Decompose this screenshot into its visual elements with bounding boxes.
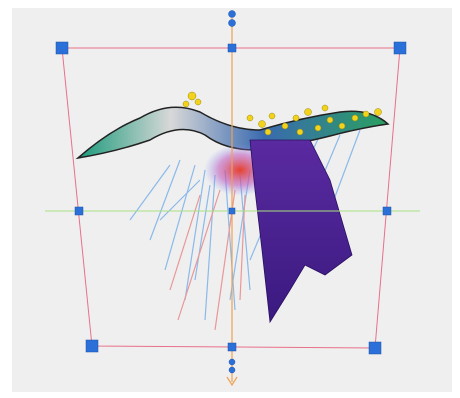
axis-handle[interactable] [228, 19, 236, 27]
edge-handle[interactable] [227, 43, 237, 53]
points [182, 91, 382, 136]
surface [75, 106, 390, 160]
edge-handle[interactable] [74, 206, 84, 216]
edge-handle[interactable] [382, 206, 392, 216]
axis-arrow [226, 376, 238, 387]
ribbon [249, 139, 353, 324]
corner-handle[interactable] [55, 41, 69, 55]
axis-handle[interactable] [228, 10, 236, 18]
axis-handle[interactable] [228, 358, 236, 366]
corner-handle[interactable] [85, 339, 99, 353]
corner-handle[interactable] [393, 41, 407, 55]
center-handle[interactable] [228, 207, 236, 215]
axis-handle[interactable] [228, 366, 236, 374]
corner-handle[interactable] [368, 341, 382, 355]
edge-handle[interactable] [227, 342, 237, 352]
